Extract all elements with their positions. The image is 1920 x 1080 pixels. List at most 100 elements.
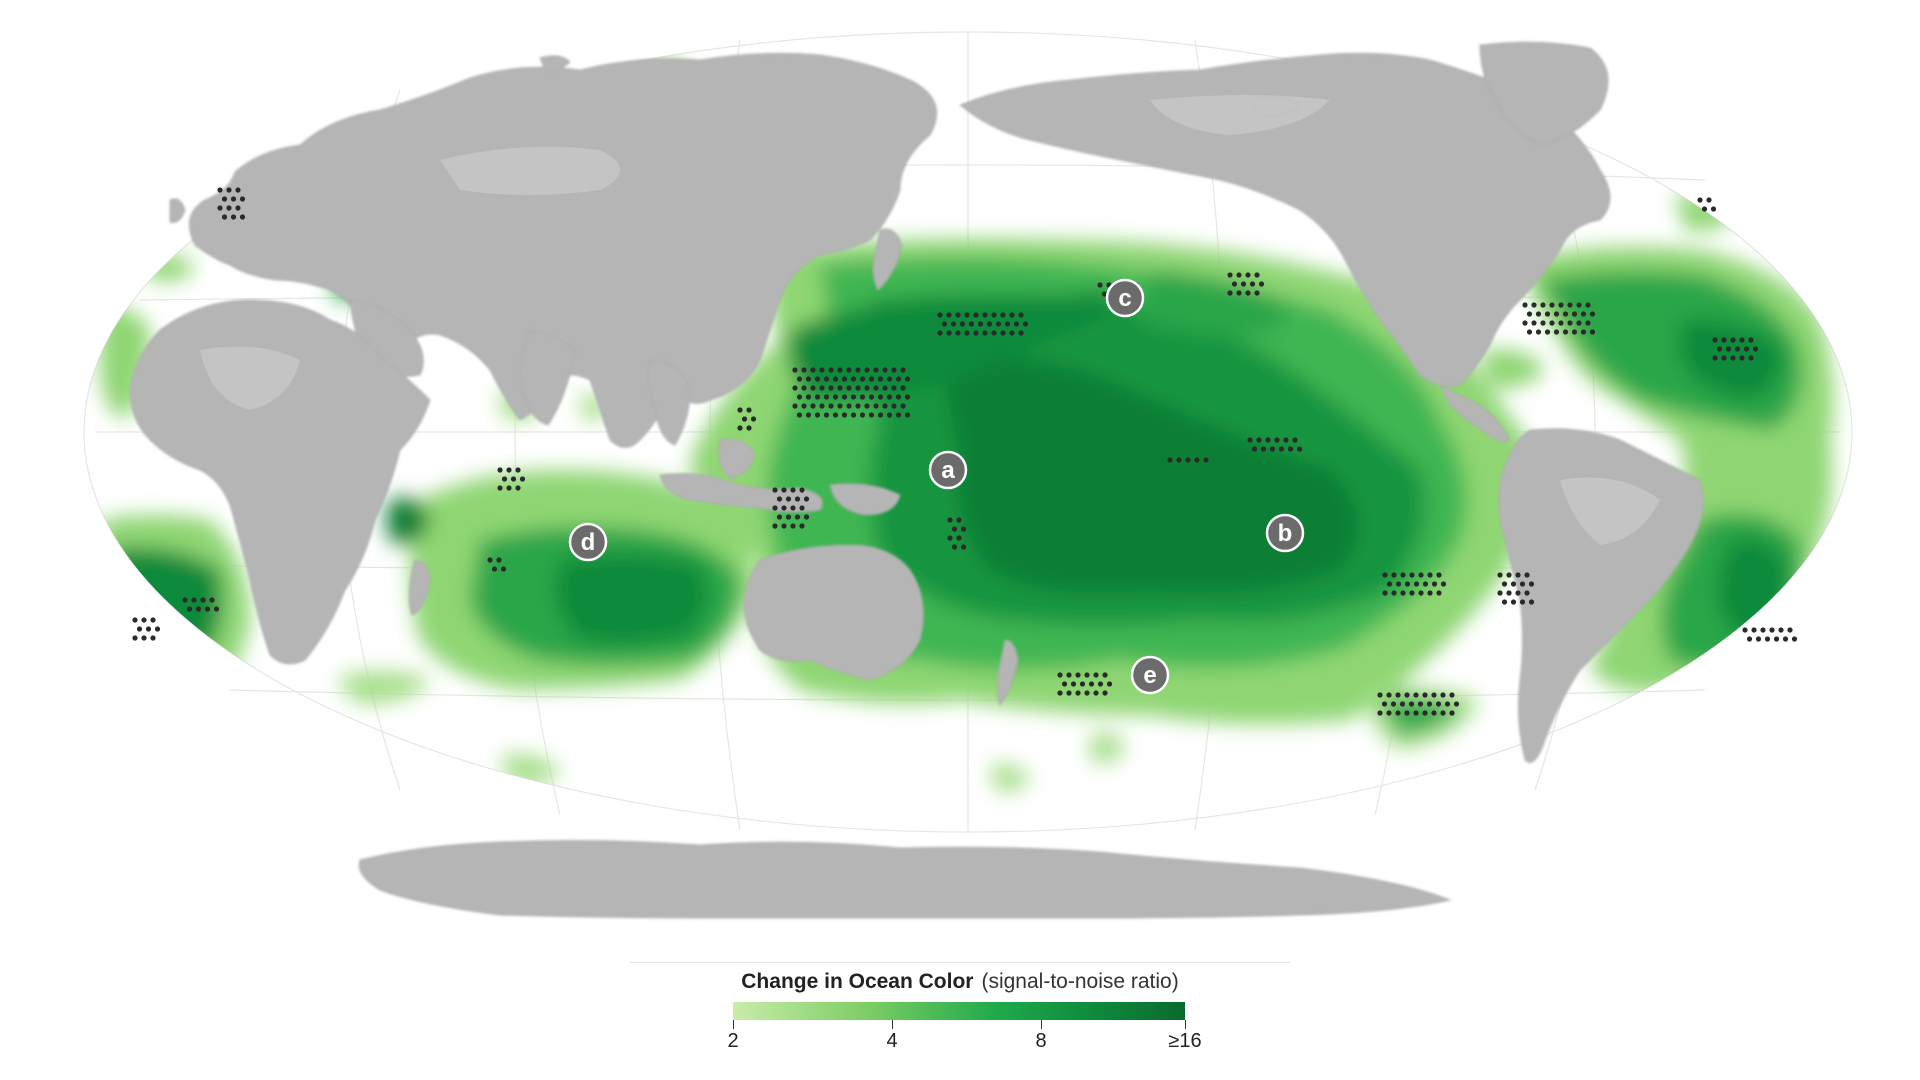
stipple-dot: [1236, 290, 1242, 296]
stipple-dot: [1283, 437, 1289, 443]
australia-landmass: [743, 544, 924, 681]
stipple-dot: [1245, 272, 1251, 278]
stipple-dot: [864, 403, 870, 409]
stipple-dot: [937, 330, 943, 336]
stipple-dot: [1585, 302, 1591, 308]
region-marker-c: c: [1105, 278, 1145, 318]
stipple-dot: [805, 376, 812, 382]
stipple-dot: [145, 626, 152, 632]
stipple-dot: [1528, 599, 1535, 605]
stipple-dot: [1739, 337, 1745, 343]
stipple-dot: [186, 606, 193, 612]
stipple-dot: [956, 517, 962, 523]
stipple-dot: [781, 523, 787, 529]
stipple-dot: [814, 376, 821, 382]
stipple-dot: [737, 425, 743, 431]
stipple-dot: [846, 367, 852, 373]
stipple-dot: [1022, 321, 1029, 327]
stipple-dot: [1716, 346, 1723, 352]
stipple-dot: [986, 321, 993, 327]
stipple-dot: [973, 330, 979, 336]
stipple-dot: [506, 467, 512, 473]
stipple-dot: [1426, 701, 1433, 707]
stipple-dot: [1057, 690, 1063, 696]
stipple-dot: [1254, 290, 1260, 296]
stipple-dot: [873, 385, 879, 391]
stipple-dot: [995, 321, 1002, 327]
stipple-dot: [510, 476, 517, 482]
stipple-dot: [501, 476, 508, 482]
stipple-dot: [230, 196, 237, 202]
stipple-dot: [792, 403, 798, 409]
stipple-dot: [941, 321, 948, 327]
stipple-dot: [792, 385, 798, 391]
stipple-dot: [1746, 636, 1753, 642]
stipple-dot: [964, 312, 970, 318]
stipple-dot: [1274, 437, 1280, 443]
legend-title-subtitle: (signal-to-noise ratio): [981, 970, 1179, 993]
stipple-dot: [200, 597, 206, 603]
stipple-dot: [1712, 355, 1718, 361]
stipple-dot: [832, 412, 839, 418]
stipple-dot: [1535, 311, 1542, 317]
stipple-dot: [810, 367, 816, 373]
stipple-dot: [1249, 281, 1256, 287]
stipple-dot: [1422, 692, 1428, 698]
stipple-dot: [136, 626, 143, 632]
stipple-dot: [1497, 590, 1503, 596]
stipple-dot: [150, 617, 156, 623]
stipple-dot: [1386, 581, 1393, 587]
stipple-dot: [946, 330, 952, 336]
stipple-dot: [1535, 329, 1542, 335]
stipple-dot: [891, 385, 897, 391]
stipple-dot: [1231, 281, 1238, 287]
stipple-dot: [823, 394, 830, 400]
region-marker-b: b: [1265, 513, 1305, 553]
stipple-dot: [1544, 329, 1551, 335]
stipple-dot: [1506, 572, 1512, 578]
north-america-landmass: [959, 52, 1611, 387]
stipple-dot: [841, 376, 848, 382]
stipple-dot: [823, 376, 830, 382]
stipple-dot: [1440, 581, 1447, 587]
stipple-dot: [1240, 281, 1247, 287]
stipple-dot: [1382, 590, 1388, 596]
stipple-dot: [873, 403, 879, 409]
stipple-dot: [1278, 446, 1285, 452]
stipple-dot: [904, 376, 911, 382]
stipple-dot: [1404, 692, 1410, 698]
stipple-dot: [141, 635, 147, 641]
stipple-dot: [1787, 627, 1793, 633]
stipple-dot: [1391, 572, 1397, 578]
stipple-dot: [1097, 282, 1103, 288]
stipple-dot: [1764, 636, 1771, 642]
stipple-dot: [1381, 701, 1388, 707]
stipple-dot: [1742, 627, 1748, 633]
stipple-dot: [973, 312, 979, 318]
stipple-dot: [796, 376, 803, 382]
legend-divider: [630, 962, 1290, 963]
stipple-dot: [1580, 311, 1587, 317]
stipple-dot: [150, 635, 156, 641]
stipple-dot: [741, 416, 748, 422]
stipple-dot: [1562, 311, 1569, 317]
stipple-dot: [497, 485, 503, 491]
stipple-dot: [497, 467, 503, 473]
stipple-dot: [746, 407, 752, 413]
arctic-islands: [539, 55, 571, 71]
stipple-dot: [1524, 572, 1530, 578]
stipple-dot: [790, 487, 796, 493]
stipple-dot: [1377, 710, 1383, 716]
british-isles: [169, 198, 186, 223]
stipple-dot: [950, 321, 957, 327]
stipple-dot: [841, 394, 848, 400]
stipple-dot: [1436, 572, 1442, 578]
stipple-dot: [814, 412, 821, 418]
stipple-dot: [1510, 581, 1517, 587]
stipple-dot: [1066, 690, 1072, 696]
stipple-dot: [1585, 320, 1591, 326]
stipple-dot: [235, 205, 241, 211]
stipple-dot: [1413, 581, 1420, 587]
stipple-dot: [1431, 710, 1437, 716]
marker-b-circle: [1265, 513, 1305, 553]
